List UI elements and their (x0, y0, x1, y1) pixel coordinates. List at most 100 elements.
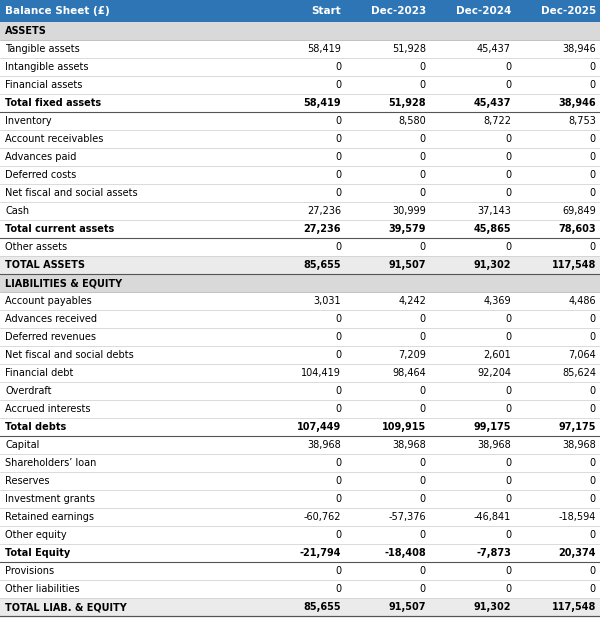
Text: 0: 0 (335, 242, 341, 252)
Text: 91,507: 91,507 (389, 602, 426, 612)
Text: 0: 0 (505, 188, 511, 198)
Text: 117,548: 117,548 (551, 602, 596, 612)
Text: 0: 0 (335, 170, 341, 180)
Text: 0: 0 (335, 152, 341, 162)
Text: 104,419: 104,419 (301, 368, 341, 378)
Text: 0: 0 (420, 530, 426, 540)
Text: 0: 0 (420, 134, 426, 144)
Bar (0, 328, 600, 346)
Text: 117,548: 117,548 (551, 260, 596, 270)
Text: -46,841: -46,841 (474, 512, 511, 522)
Text: 0: 0 (590, 530, 596, 540)
Text: 0: 0 (420, 80, 426, 90)
Text: 27,236: 27,236 (307, 206, 341, 216)
Text: 20,374: 20,374 (559, 548, 596, 558)
Text: 7,209: 7,209 (398, 350, 426, 360)
Text: Total fixed assets: Total fixed assets (5, 98, 101, 108)
Text: 37,143: 37,143 (477, 206, 511, 216)
Text: 4,242: 4,242 (398, 296, 426, 306)
Text: 0: 0 (335, 134, 341, 144)
Bar (0, 346, 600, 364)
Bar (0, 526, 600, 544)
Text: 0: 0 (590, 476, 596, 486)
Text: 0: 0 (335, 494, 341, 504)
Text: Accrued interests: Accrued interests (5, 404, 91, 414)
Text: 0: 0 (590, 170, 596, 180)
Text: 0: 0 (505, 152, 511, 162)
Text: Total debts: Total debts (5, 422, 66, 432)
Text: Intangible assets: Intangible assets (5, 62, 89, 72)
Text: 0: 0 (420, 314, 426, 324)
Text: 0: 0 (590, 314, 596, 324)
Text: 45,437: 45,437 (477, 44, 511, 54)
Text: 0: 0 (420, 152, 426, 162)
Text: 0: 0 (590, 188, 596, 198)
Text: 0: 0 (505, 494, 511, 504)
Bar (0, 562, 600, 580)
Text: 0: 0 (420, 386, 426, 396)
Text: 97,175: 97,175 (559, 422, 596, 432)
Text: 0: 0 (590, 80, 596, 90)
Bar (0, 40, 600, 58)
Text: 0: 0 (590, 332, 596, 342)
Text: 91,302: 91,302 (473, 602, 511, 612)
Text: 0: 0 (335, 116, 341, 126)
Text: 0: 0 (505, 386, 511, 396)
Bar (0, 0, 600, 22)
Text: 99,175: 99,175 (473, 422, 511, 432)
Text: 0: 0 (335, 314, 341, 324)
Text: 0: 0 (590, 242, 596, 252)
Bar (0, 418, 600, 436)
Text: Account payables: Account payables (5, 296, 92, 306)
Bar (0, 490, 600, 508)
Text: 85,624: 85,624 (562, 368, 596, 378)
Text: TOTAL LIAB. & EQUITY: TOTAL LIAB. & EQUITY (5, 602, 127, 612)
Text: Cash: Cash (5, 206, 29, 216)
Bar (0, 76, 600, 94)
Text: 38,968: 38,968 (477, 440, 511, 450)
Text: 38,968: 38,968 (307, 440, 341, 450)
Bar (0, 112, 600, 130)
Text: 39,579: 39,579 (389, 224, 426, 234)
Text: 3,031: 3,031 (313, 296, 341, 306)
Text: Advances paid: Advances paid (5, 152, 76, 162)
Text: 0: 0 (505, 62, 511, 72)
Bar (0, 148, 600, 166)
Bar (0, 544, 600, 562)
Bar (0, 454, 600, 472)
Text: 0: 0 (335, 332, 341, 342)
Text: Dec-2024: Dec-2024 (455, 6, 511, 16)
Text: 0: 0 (420, 494, 426, 504)
Text: Overdraft: Overdraft (5, 386, 52, 396)
Text: Shareholders’ loan: Shareholders’ loan (5, 458, 97, 468)
Text: Advances received: Advances received (5, 314, 97, 324)
Text: 0: 0 (505, 566, 511, 576)
Text: 38,968: 38,968 (392, 440, 426, 450)
Bar (0, 22, 600, 40)
Text: 0: 0 (590, 566, 596, 576)
Text: 0: 0 (420, 62, 426, 72)
Bar (0, 94, 600, 112)
Text: 0: 0 (335, 404, 341, 414)
Text: 8,753: 8,753 (568, 116, 596, 126)
Text: 0: 0 (590, 386, 596, 396)
Bar (0, 382, 600, 400)
Text: 0: 0 (590, 62, 596, 72)
Text: Dec-2025: Dec-2025 (541, 6, 596, 16)
Text: 58,419: 58,419 (307, 44, 341, 54)
Text: Deferred costs: Deferred costs (5, 170, 76, 180)
Text: Financial debt: Financial debt (5, 368, 73, 378)
Text: Balance Sheet (£): Balance Sheet (£) (5, 6, 110, 16)
Text: 98,464: 98,464 (392, 368, 426, 378)
Text: 8,722: 8,722 (483, 116, 511, 126)
Text: Total current assets: Total current assets (5, 224, 114, 234)
Text: 91,507: 91,507 (389, 260, 426, 270)
Text: 4,369: 4,369 (484, 296, 511, 306)
Text: 7,064: 7,064 (568, 350, 596, 360)
Text: 0: 0 (505, 584, 511, 594)
Text: 0: 0 (420, 566, 426, 576)
Text: Deferred revenues: Deferred revenues (5, 332, 96, 342)
Text: Net fiscal and social assets: Net fiscal and social assets (5, 188, 137, 198)
Text: 92,204: 92,204 (477, 368, 511, 378)
Bar (0, 274, 600, 292)
